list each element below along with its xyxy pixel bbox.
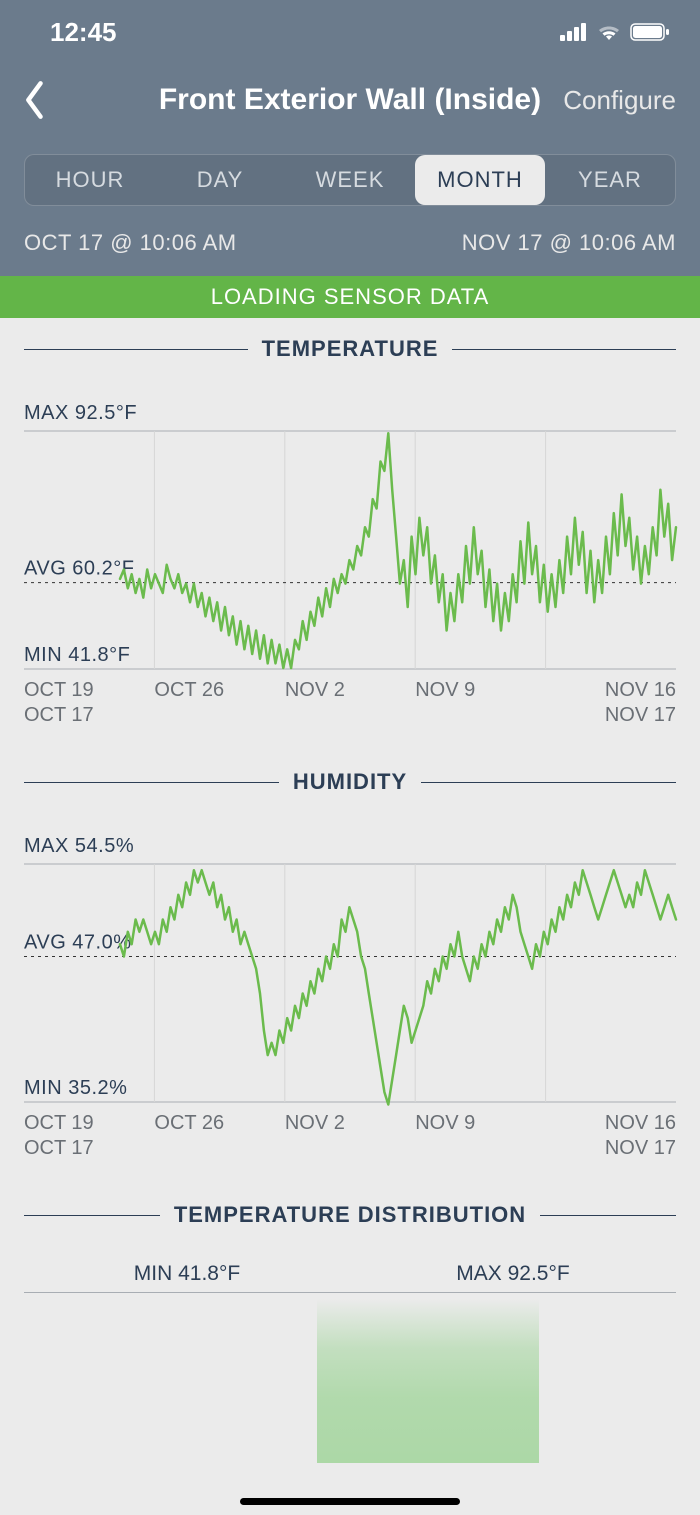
home-indicator[interactable]	[240, 1498, 460, 1505]
status-icons	[560, 23, 670, 41]
segment-month[interactable]: MONTH	[415, 155, 545, 205]
distribution-labels: MIN 41.8°F MAX 92.5°F	[0, 1262, 700, 1292]
status-time: 12:45	[50, 17, 117, 48]
x-tick: NOV 16	[546, 1112, 676, 1135]
humidity-chart-svg: AVG 47.0% MIN 35.2%	[0, 858, 700, 1108]
temperature-x-ticks: OCT 19OCT 26NOV 2NOV 9NOV 16	[0, 675, 700, 702]
battery-icon	[630, 23, 670, 41]
content: TEMPERATURE MAX 92.5°F AVG 60.2°F MIN 41.…	[0, 318, 700, 1463]
back-icon[interactable]	[20, 80, 50, 120]
humidity-section-header: HUMIDITY	[0, 745, 700, 801]
x-tick: NOV 9	[415, 679, 545, 702]
x-tick: OCT 19	[24, 1112, 154, 1135]
x-tick: NOV 2	[285, 1112, 415, 1135]
divider	[24, 782, 279, 783]
svg-text:AVG 47.0%: AVG 47.0%	[24, 931, 132, 953]
temperature-max-label: MAX 92.5°F	[0, 402, 700, 425]
distribution-title: TEMPERATURE DISTRIBUTION	[174, 1202, 526, 1228]
x-tick: NOV 2	[285, 679, 415, 702]
humidity-range-start: OCT 17	[24, 1137, 94, 1160]
svg-text:MIN 35.2%: MIN 35.2%	[24, 1077, 127, 1099]
date-range-row: OCT 17 @ 10:06 AM NOV 17 @ 10:06 AM	[0, 220, 700, 276]
distribution-max-label: MAX 92.5°F	[350, 1262, 676, 1286]
temperature-chart[interactable]: AVG 60.2°F MIN 41.8°F	[0, 425, 700, 675]
humidity-title: HUMIDITY	[293, 769, 407, 795]
humidity-range-sub: OCT 17 NOV 17	[0, 1135, 700, 1178]
temperature-section-header: TEMPERATURE	[0, 318, 700, 368]
status-bar: 12:45	[0, 0, 700, 60]
temperature-range-sub: OCT 17 NOV 17	[0, 702, 700, 745]
range-start: OCT 17 @ 10:06 AM	[24, 230, 237, 256]
distribution-band	[317, 1299, 539, 1463]
distribution-min-label: MIN 41.8°F	[24, 1262, 350, 1286]
x-tick: OCT 19	[24, 679, 154, 702]
wifi-icon	[596, 23, 622, 41]
x-tick: NOV 9	[415, 1112, 545, 1135]
divider	[540, 1215, 676, 1216]
segmented-control-wrap: HOURDAYWEEKMONTHYEAR	[0, 140, 700, 220]
distribution-body	[24, 1293, 676, 1463]
x-tick: OCT 26	[154, 679, 284, 702]
loading-banner: LOADING SENSOR DATA	[0, 276, 700, 318]
x-tick: OCT 26	[154, 1112, 284, 1135]
segment-year[interactable]: YEAR	[545, 155, 675, 205]
range-end: NOV 17 @ 10:06 AM	[462, 230, 676, 256]
humidity-chart[interactable]: AVG 47.0% MIN 35.2%	[0, 858, 700, 1108]
divider	[452, 349, 676, 350]
divider	[421, 782, 676, 783]
svg-text:MIN 41.8°F: MIN 41.8°F	[24, 644, 130, 666]
humidity-x-ticks: OCT 19OCT 26NOV 2NOV 9NOV 16	[0, 1108, 700, 1135]
temperature-range-end: NOV 17	[605, 704, 676, 727]
app-header: 12:45 Front Exterior Wall (Inside) Confi…	[0, 0, 700, 276]
temperature-title: TEMPERATURE	[262, 336, 439, 362]
distribution-section-header: TEMPERATURE DISTRIBUTION	[0, 1178, 700, 1234]
range-segmented-control: HOURDAYWEEKMONTHYEAR	[24, 154, 676, 206]
x-tick: NOV 16	[546, 679, 676, 702]
divider	[24, 349, 248, 350]
configure-button[interactable]: Configure	[563, 85, 676, 116]
segment-day[interactable]: DAY	[155, 155, 285, 205]
humidity-range-end: NOV 17	[605, 1137, 676, 1160]
temperature-range-start: OCT 17	[24, 704, 94, 727]
segment-hour[interactable]: HOUR	[25, 155, 155, 205]
segment-week[interactable]: WEEK	[285, 155, 415, 205]
cellular-icon	[560, 23, 588, 41]
svg-text:AVG 60.2°F: AVG 60.2°F	[24, 558, 134, 580]
humidity-max-label: MAX 54.5%	[0, 835, 700, 858]
temperature-chart-svg: AVG 60.2°F MIN 41.8°F	[0, 425, 700, 675]
nav-bar: Front Exterior Wall (Inside) Configure	[0, 60, 700, 140]
divider	[24, 1215, 160, 1216]
